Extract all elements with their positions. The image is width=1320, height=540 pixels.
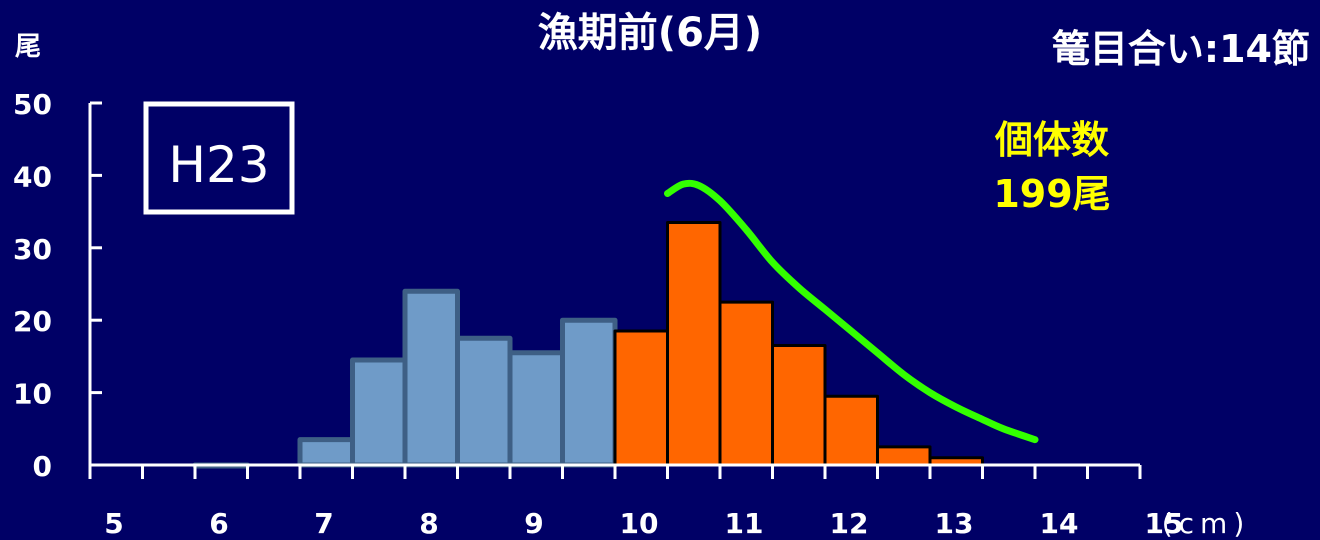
count-annotation: 個体数 199尾: [993, 118, 1110, 216]
y-tick-label: 40: [13, 160, 52, 193]
histogram-bar: [455, 335, 513, 468]
x-tick-labels: 5 6 7 8 9 10 11 12 13 14 15: [104, 507, 1183, 540]
x-tick-label: 11: [725, 507, 764, 540]
x-tick-label: 13: [935, 507, 974, 540]
x-axis-unit-label: (cm): [1162, 507, 1251, 540]
x-tick-label: 10: [620, 507, 659, 540]
histogram-bar: [666, 220, 722, 467]
histogram-bar: [823, 394, 879, 467]
y-tick-labels: 0 10 20 30 40 50: [13, 88, 52, 483]
badge-label: H23: [168, 136, 269, 194]
x-tick-label: 6: [209, 507, 228, 540]
histogram-bar: [771, 344, 827, 467]
histogram-bar: [402, 288, 460, 468]
y-axis-label: 尾: [15, 32, 41, 62]
x-tick-label: 15: [1145, 507, 1184, 540]
y-tick-label: 10: [13, 378, 52, 411]
bars-layer: [192, 220, 984, 469]
annotation-line-2: 199尾: [993, 172, 1110, 216]
year-badge: H23: [143, 101, 295, 215]
trend-curve: [664, 179, 1039, 444]
x-tick-label: 9: [524, 507, 543, 540]
histogram-bar: [507, 350, 565, 468]
chart-subtitle: 篭目合い:14節: [1052, 27, 1310, 71]
x-tick-label: 8: [419, 507, 438, 540]
chart-title: 漁期前(6月): [538, 10, 762, 56]
histogram-bar: [876, 445, 932, 467]
y-tick-label: 20: [13, 305, 52, 338]
x-tick-label: 12: [830, 507, 869, 540]
x-tick-label: 5: [104, 507, 123, 540]
y-tick-label: 30: [13, 233, 52, 266]
histogram-bar: [350, 357, 408, 468]
y-tick-label: 50: [13, 88, 52, 121]
x-tick-label: 14: [1040, 507, 1079, 540]
y-tick-label: 0: [33, 450, 52, 483]
annotation-line-1: 個体数: [994, 118, 1109, 162]
histogram-bar: [560, 317, 618, 468]
histogram-bar: [613, 329, 669, 467]
badge-frame: [143, 101, 295, 215]
histogram-bar: [718, 300, 774, 467]
histogram-bar: [297, 437, 355, 468]
x-tick-label: 7: [314, 507, 333, 540]
axes-layer: [88, 101, 1142, 479]
